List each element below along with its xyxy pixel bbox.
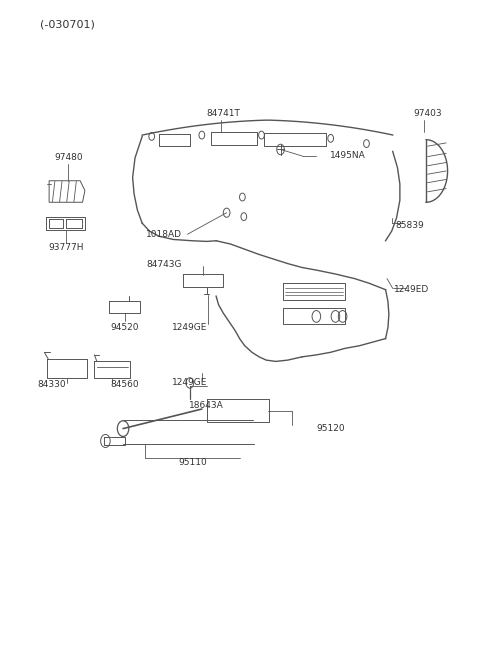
Text: 95120: 95120: [316, 424, 345, 433]
Text: 95110: 95110: [178, 458, 207, 467]
Text: 84560: 84560: [110, 381, 139, 389]
Text: 1249GE: 1249GE: [172, 323, 208, 332]
Text: 84741T: 84741T: [206, 109, 240, 118]
Text: (-030701): (-030701): [39, 19, 95, 29]
Text: 1018AD: 1018AD: [145, 230, 181, 238]
Text: 97403: 97403: [413, 109, 442, 118]
Text: 1249GE: 1249GE: [172, 379, 208, 388]
Text: 84743G: 84743G: [146, 260, 181, 269]
Text: 84330: 84330: [37, 381, 66, 389]
Text: 1495NA: 1495NA: [330, 151, 365, 160]
Text: 18643A: 18643A: [189, 402, 224, 410]
Text: 94520: 94520: [110, 323, 139, 332]
Text: 97480: 97480: [54, 153, 83, 162]
Text: 85839: 85839: [395, 221, 424, 230]
Text: 1249ED: 1249ED: [394, 285, 430, 294]
Text: 93777H: 93777H: [48, 244, 84, 252]
